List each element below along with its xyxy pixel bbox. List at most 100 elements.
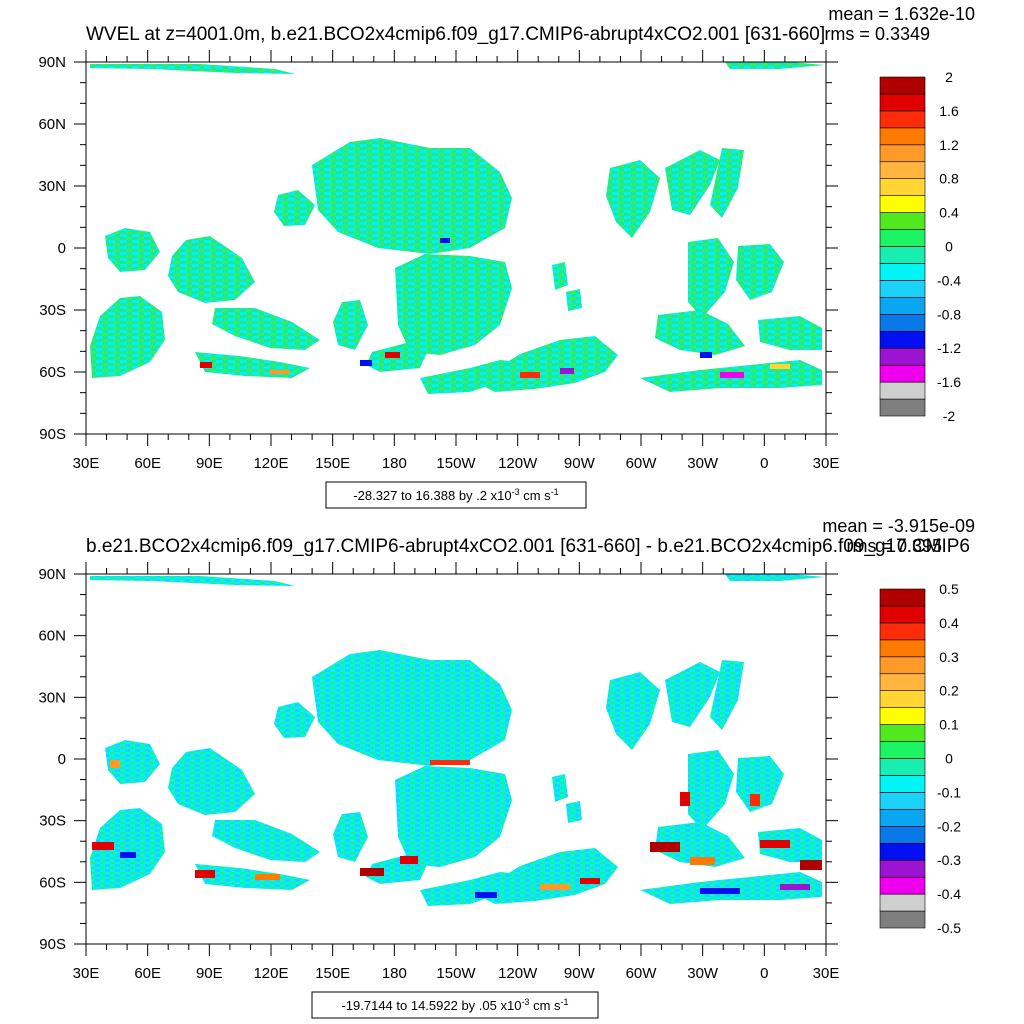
y-tick-label: 0: [58, 240, 66, 257]
colorbar-swatch: [879, 825, 926, 844]
x-tick-label: 150E: [315, 965, 350, 982]
y-tick-label: 90N: [38, 54, 66, 71]
colorbar-label: -2: [943, 408, 956, 424]
panel-1-rms: rms = 0.3349: [824, 24, 930, 44]
x-tick-label: 90W: [564, 965, 596, 982]
panel-2-range-box: [311, 991, 599, 1019]
colorbar-swatch: [879, 313, 926, 332]
colorbar-label: -0.1: [937, 784, 961, 800]
colorbar-swatch: [879, 656, 926, 675]
x-tick-label: 150E: [315, 455, 350, 472]
y-tick-label: 60S: [39, 874, 66, 891]
x-tick-label: 30E: [73, 965, 100, 982]
colorbar-swatch: [879, 775, 926, 793]
colorbar-label: 0.5: [939, 581, 959, 597]
colorbar-swatch: [879, 347, 926, 366]
colorbar-swatch: [879, 707, 926, 725]
colorbar-label: -0.4: [937, 886, 961, 902]
panel-1-range-label: -28.327 to 16.388 by .2 x10-3 cm s-1: [353, 487, 558, 503]
colorbar-label: 0.1: [939, 717, 959, 733]
colorbar-swatch: [879, 246, 926, 264]
colorbar-label: 0.4: [939, 205, 959, 221]
panel-1: WVEL at z=4001.0m, b.e21.BCO2x4cmip6.f09…: [38, 4, 975, 509]
colorbar-label: -0.3: [937, 852, 961, 868]
colorbar-label: -0.2: [937, 818, 961, 834]
x-tick-label: 30E: [73, 455, 100, 472]
colorbar-swatch: [879, 639, 926, 658]
panel-1-hotspots: [200, 238, 790, 378]
colorbar-swatch: [879, 263, 926, 281]
colorbar-swatch: [879, 212, 926, 230]
colorbar-swatch: [879, 110, 926, 129]
colorbar-swatch: [879, 178, 926, 196]
panel-1-axes: 30E 60E 90E 120E 150E 180 150W 120W 90W 60W 30W 0 30…: [38, 50, 839, 472]
x-tick-label: 30E: [813, 455, 840, 472]
y-tick-label: 30S: [39, 813, 66, 830]
x-tick-label: 120E: [253, 455, 288, 472]
colorbar-swatch: [879, 741, 926, 759]
panel-1-mean: mean = 1.632e-10: [828, 4, 975, 24]
panel-2-axes: 30E 60E 90E 120E 150E 180 150W 120W 90W 60W 30W 0 30…: [38, 562, 839, 982]
x-tick-label: 0: [760, 965, 768, 982]
panel-2: mean = -3.915e-09 b.e21.BCO2x4cmip6.f09_…: [38, 516, 975, 1019]
x-tick-label: 180: [382, 965, 407, 982]
panel-2-title: b.e21.BCO2x4cmip6.f09_g17.CMIP6-abrupt4x…: [86, 536, 970, 557]
colorbar-swatch: [879, 910, 926, 929]
colorbar-label: 0: [945, 239, 953, 255]
colorbar-swatch: [879, 724, 926, 742]
colorbar-swatch: [879, 195, 926, 213]
x-tick-label: 90W: [564, 455, 596, 472]
panel-2-hotspots: [92, 760, 822, 898]
x-tick-label: 120E: [253, 965, 288, 982]
colorbar-swatch: [879, 330, 926, 349]
x-tick-label: 30W: [687, 455, 719, 472]
colorbar-swatch: [879, 398, 926, 417]
colorbar-swatch: [879, 859, 926, 878]
colorbar-swatch: [879, 893, 926, 912]
x-tick-label: 30E: [813, 965, 840, 982]
colorbar-label: 1.2: [939, 137, 959, 153]
colorbar-swatch: [879, 127, 926, 146]
y-tick-label: 0: [58, 751, 66, 768]
colorbar-label: -1.6: [937, 374, 961, 390]
colorbar-label: 2: [945, 69, 953, 85]
colorbar-swatch: [879, 876, 926, 895]
colorbar-label: -0.5: [937, 920, 961, 936]
x-tick-label: 120W: [498, 455, 538, 472]
colorbar-swatch: [879, 280, 926, 298]
colorbar-label: 0.4: [939, 615, 959, 631]
colorbar-label: 0.3: [939, 649, 959, 665]
colorbar-swatch: [879, 144, 926, 163]
colorbar-label: 0.8: [939, 171, 959, 187]
panel-2-map: [90, 574, 825, 906]
x-tick-label: 90E: [196, 455, 223, 472]
x-tick-label: 0: [760, 455, 768, 472]
y-tick-label: 30S: [39, 302, 66, 319]
colorbar-label: 1.6: [939, 103, 959, 119]
panel-1-colorbar: 2 1.6 1.2 0.8 0.4 0 -0.4 -0.8 -1.2 -1.6 -2: [879, 69, 961, 424]
panel-2-colorbar: 0.5 0.4 0.3 0.2 0.1 0 -0.1 -0.2 -0.3 -0.4 -0.5: [879, 581, 961, 936]
colorbar-swatch: [879, 605, 926, 624]
x-tick-label: 150W: [436, 455, 476, 472]
y-tick-label: 90N: [38, 566, 66, 583]
colorbar-swatch: [879, 622, 926, 641]
y-tick-label: 60S: [39, 364, 66, 381]
y-tick-label: 30N: [38, 689, 66, 706]
y-tick-label: 60N: [38, 116, 66, 133]
panel-2-rms: rms = 0.395: [846, 536, 942, 556]
y-tick-label: 30N: [38, 178, 66, 195]
panel-2-range-label: -19.7144 to 14.5922 by .05 x10-3 cm s-1: [341, 997, 568, 1013]
x-tick-label: 60E: [134, 965, 161, 982]
colorbar-label: 0: [945, 751, 953, 767]
colorbar-label: 0.2: [939, 683, 959, 699]
colorbar-swatch: [879, 588, 926, 607]
x-tick-label: 30W: [687, 965, 719, 982]
colorbar-swatch: [879, 758, 926, 776]
colorbar-swatch: [879, 297, 926, 315]
colorbar-label: -1.2: [937, 340, 961, 356]
colorbar-swatch: [879, 381, 926, 400]
panel-2-mean: mean = -3.915e-09: [822, 516, 975, 536]
colorbar-swatch: [879, 792, 926, 810]
x-tick-label: 150W: [436, 965, 476, 982]
